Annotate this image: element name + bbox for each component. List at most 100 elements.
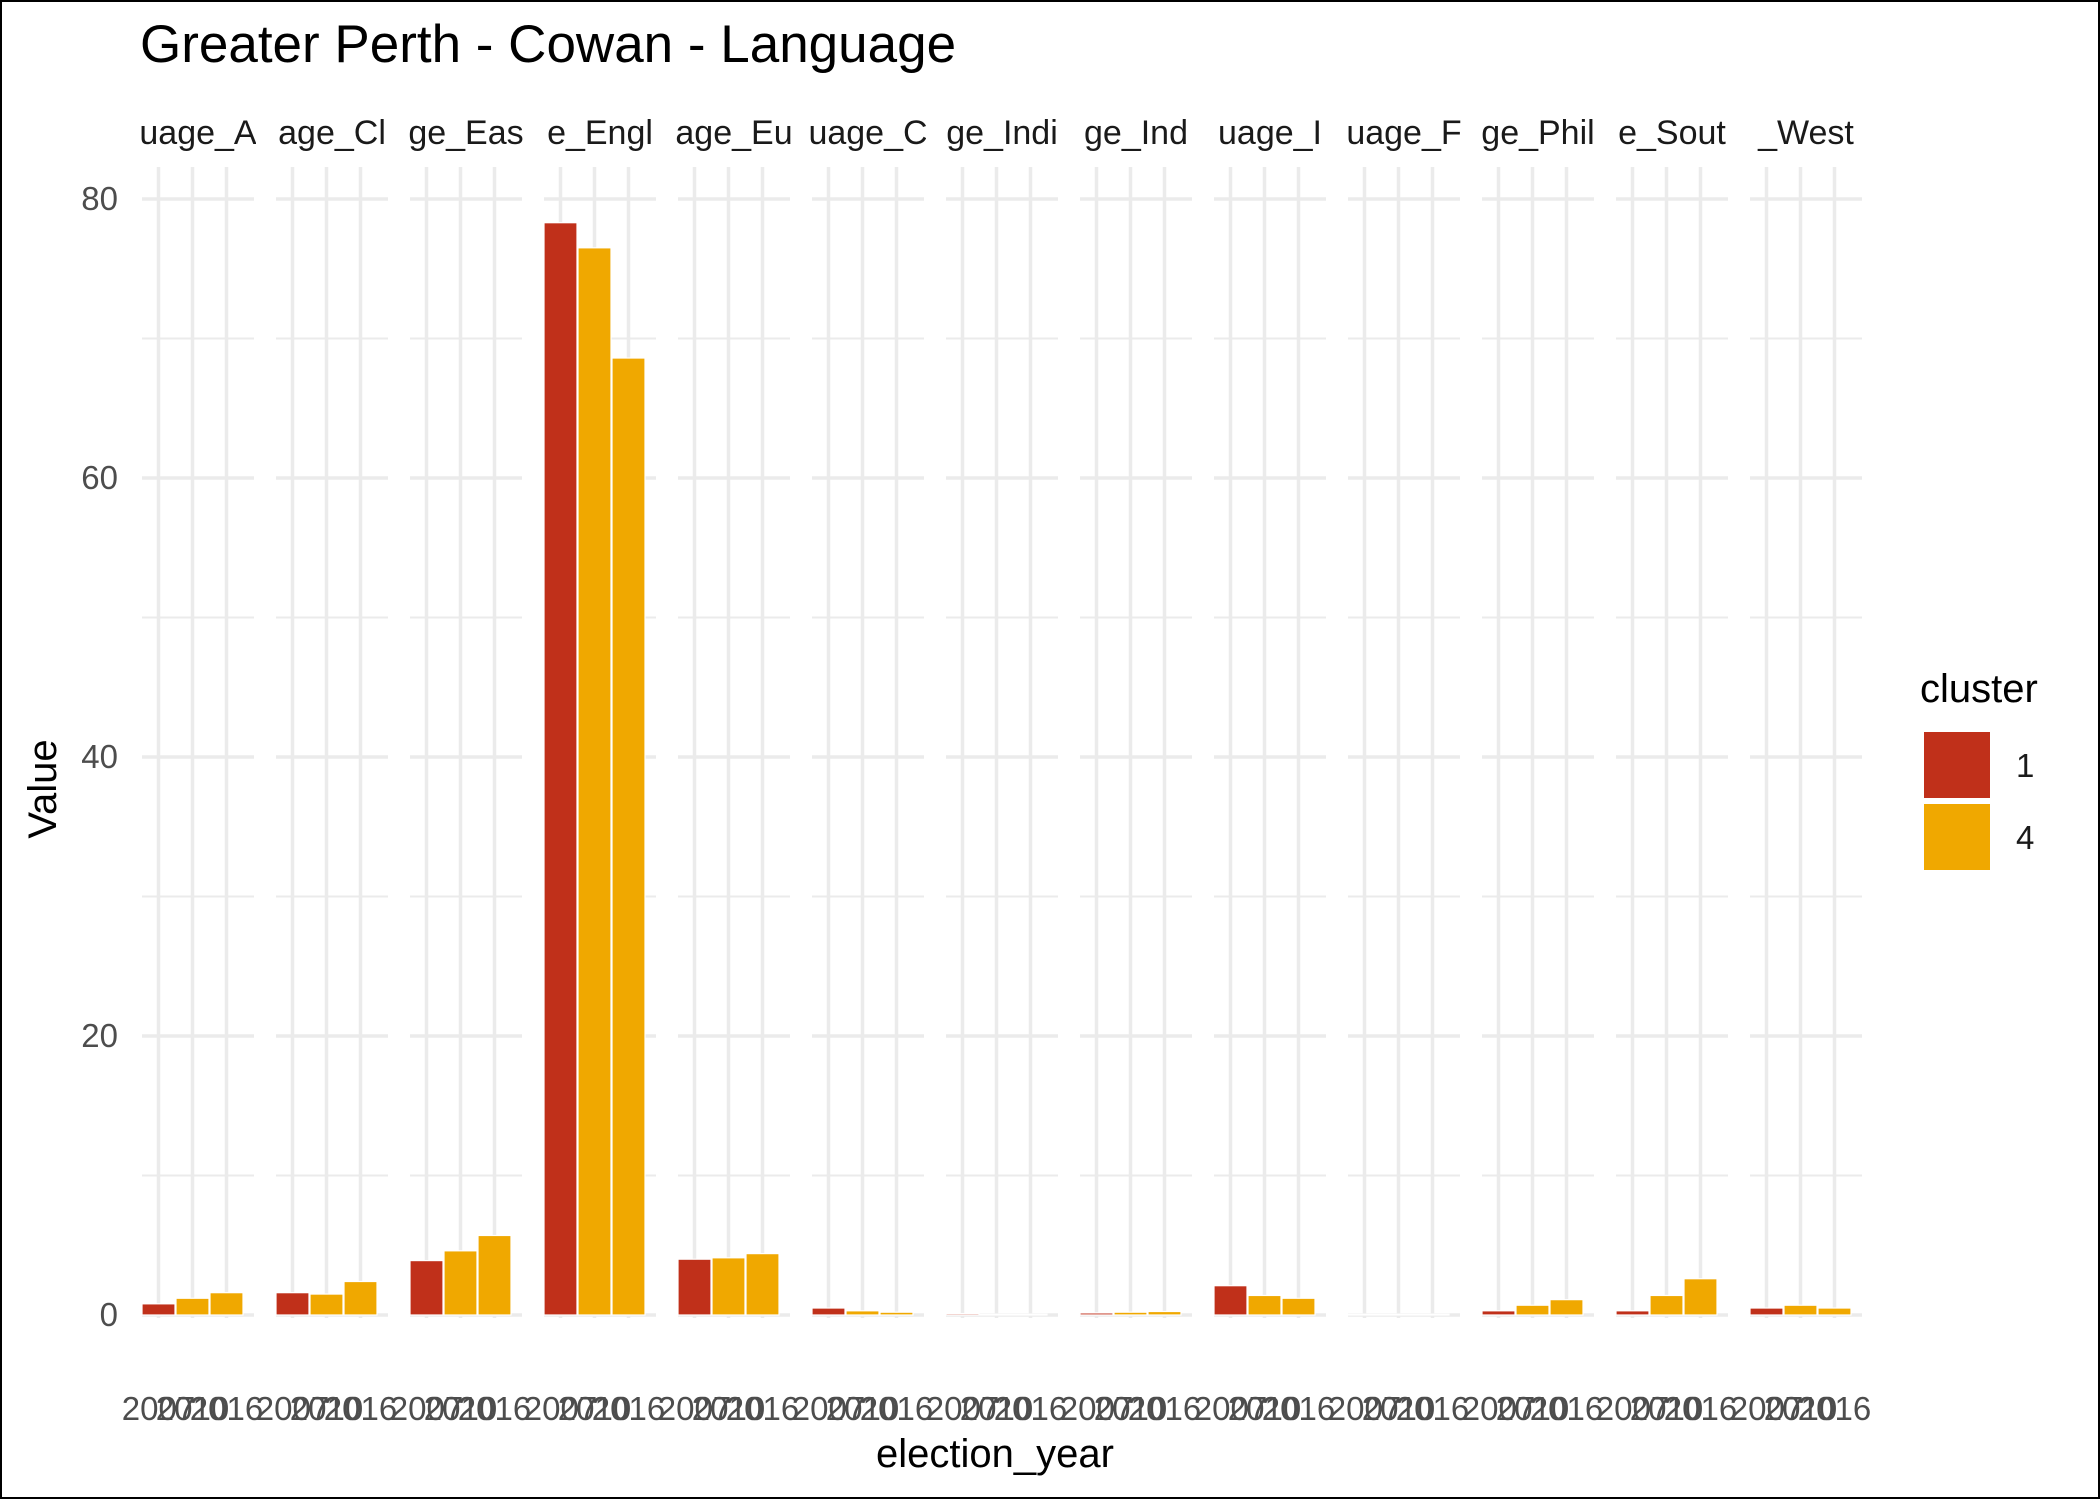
x-tick-label: 2010 xyxy=(692,1390,765,1427)
legend-title: cluster xyxy=(1920,667,2038,711)
x-tick-label: 2010 xyxy=(1094,1390,1167,1427)
facet-strip-label: uage_F xyxy=(1346,114,1461,152)
x-tick-label: 2007 xyxy=(658,1390,731,1427)
bar xyxy=(745,1253,780,1316)
x-tick-label: 2007 xyxy=(1194,1390,1267,1427)
x-tick-label: 2010 xyxy=(1362,1390,1435,1427)
bar xyxy=(543,222,578,1316)
x-tick-label: 2007 xyxy=(524,1390,597,1427)
facet-panels: 020406080uage_A200720102016age_Cl2007201… xyxy=(81,114,1871,1427)
y-tick-label: 40 xyxy=(81,738,118,775)
bar xyxy=(443,1250,478,1316)
x-tick-label: 2010 xyxy=(558,1390,631,1427)
bar xyxy=(711,1257,746,1316)
bar xyxy=(1281,1297,1316,1316)
x-tick-label: 2007 xyxy=(1596,1390,1669,1427)
legend: cluster 1 4 xyxy=(1920,667,2038,870)
x-tick-label: 2007 xyxy=(1730,1390,1803,1427)
x-tick-label: 2007 xyxy=(390,1390,463,1427)
facet-strip-label: ge_Eas xyxy=(408,114,523,152)
facet-strip-label: uage_I xyxy=(1218,114,1322,152)
x-tick-label: 2007 xyxy=(1328,1390,1401,1427)
bar xyxy=(811,1307,846,1316)
bar xyxy=(945,1313,980,1316)
x-tick-label: 2010 xyxy=(826,1390,899,1427)
x-tick-label: 2016 xyxy=(190,1390,263,1427)
facet-strip-label: ge_Indi xyxy=(946,114,1058,152)
x-tick-label: 2016 xyxy=(1128,1390,1201,1427)
x-tick-label: 2010 xyxy=(1630,1390,1703,1427)
x-tick-label: 2010 xyxy=(960,1390,1033,1427)
bar xyxy=(577,247,612,1316)
bar xyxy=(1415,1313,1450,1316)
bar xyxy=(1481,1310,1516,1316)
bar xyxy=(1749,1307,1784,1316)
legend-label-4: 4 xyxy=(2016,819,2034,856)
x-tick-label: 2016 xyxy=(458,1390,531,1427)
bar xyxy=(1013,1313,1048,1316)
x-tick-label: 2016 xyxy=(860,1390,933,1427)
x-tick-label: 2016 xyxy=(1262,1390,1335,1427)
bar xyxy=(845,1310,880,1316)
x-tick-label: 2007 xyxy=(792,1390,865,1427)
bar xyxy=(477,1234,512,1316)
x-tick-label: 2016 xyxy=(1530,1390,1603,1427)
bar xyxy=(1113,1311,1148,1316)
bar xyxy=(275,1292,310,1316)
bar xyxy=(611,357,646,1316)
x-tick-label: 2007 xyxy=(1462,1390,1535,1427)
bar xyxy=(209,1292,244,1316)
x-axis-title: election_year xyxy=(876,1432,1114,1476)
bar xyxy=(879,1311,914,1316)
bar xyxy=(1381,1313,1416,1316)
x-tick-label: 2010 xyxy=(1228,1390,1301,1427)
bar xyxy=(1649,1294,1684,1316)
facet-strip-label: age_Eu xyxy=(675,114,792,152)
facet-strip-label: e_Sout xyxy=(1618,114,1726,152)
facet-strip-label: ge_Ind xyxy=(1084,114,1188,152)
bar xyxy=(175,1297,210,1316)
bar xyxy=(141,1303,176,1316)
legend-swatch-1 xyxy=(1924,732,1990,798)
y-tick-label: 20 xyxy=(81,1017,118,1054)
y-axis-title: Value xyxy=(21,739,65,838)
x-tick-label: 2016 xyxy=(726,1390,799,1427)
bar xyxy=(1347,1313,1382,1316)
facet-strip-label: uage_C xyxy=(808,114,927,152)
legend-label-1: 1 xyxy=(2016,747,2034,784)
bar xyxy=(1783,1304,1818,1316)
x-tick-label: 2007 xyxy=(122,1390,195,1427)
bar xyxy=(1615,1310,1650,1316)
y-tick-label: 80 xyxy=(81,180,118,217)
chart-title: Greater Perth - Cowan - Language xyxy=(140,15,956,74)
bar xyxy=(1515,1304,1550,1316)
y-tick-label: 60 xyxy=(81,459,118,496)
facet-strip-label: age_Cl xyxy=(278,114,386,152)
facet-strip-label: uage_A xyxy=(139,114,257,152)
x-tick-label: 2016 xyxy=(1396,1390,1469,1427)
x-tick-label: 2016 xyxy=(592,1390,665,1427)
x-tick-label: 2007 xyxy=(926,1390,999,1427)
bar xyxy=(309,1293,344,1316)
bar xyxy=(677,1258,712,1316)
x-tick-label: 2010 xyxy=(290,1390,363,1427)
x-tick-label: 2016 xyxy=(324,1390,397,1427)
bar xyxy=(1683,1278,1718,1316)
x-tick-label: 2016 xyxy=(1798,1390,1871,1427)
x-tick-label: 2010 xyxy=(1496,1390,1569,1427)
